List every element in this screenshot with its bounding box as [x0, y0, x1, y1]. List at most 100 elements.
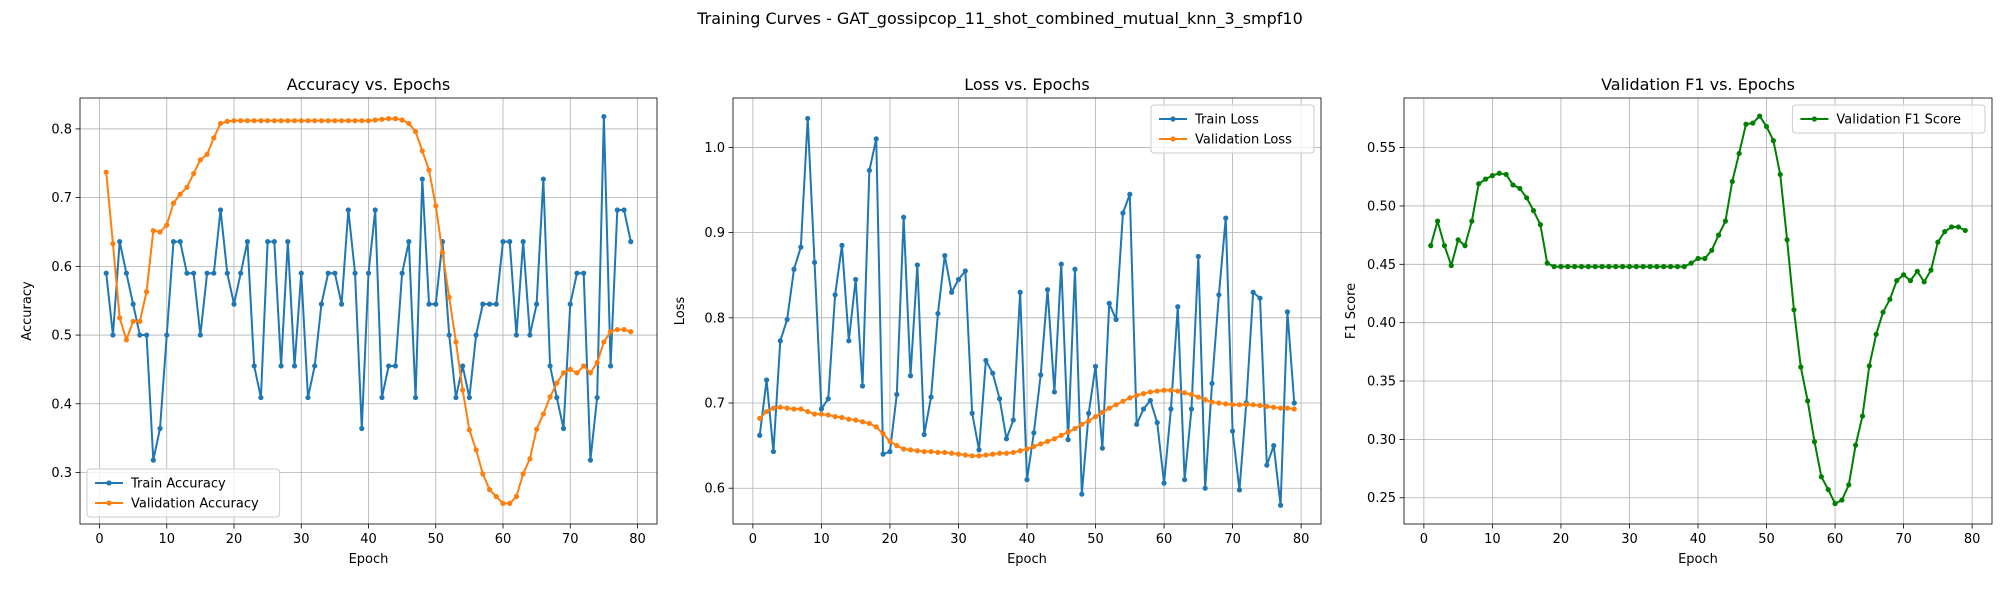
validation-f1-score-point — [1914, 268, 1920, 274]
validation-accuracy-point — [406, 120, 412, 127]
validation-loss-point — [1127, 395, 1133, 401]
y-tick-label: 0.9 — [704, 226, 725, 241]
train-loss-point — [1079, 491, 1085, 497]
train-loss-point — [784, 316, 790, 323]
validation-accuracy-point — [547, 394, 553, 400]
validation-loss-point — [1010, 449, 1016, 456]
validation-accuracy-point — [480, 471, 486, 477]
validation-loss-point — [811, 411, 818, 417]
validation-f1-score-point — [1667, 264, 1674, 270]
x-tick-label: 20 — [226, 532, 243, 547]
validation-loss-point — [1291, 406, 1297, 412]
validation-f1-score-point — [1647, 264, 1653, 270]
legend-swatch-point — [106, 480, 112, 486]
y-tick-label: 0.8 — [704, 311, 725, 326]
train-accuracy-point — [298, 270, 304, 276]
validation-loss-point — [1229, 402, 1236, 408]
train-loss-point — [901, 214, 907, 220]
y-tick-label: 0.30 — [1367, 433, 1396, 448]
validation-accuracy-point — [365, 118, 372, 124]
x-tick-label: 30 — [950, 532, 967, 547]
train-loss-point — [832, 292, 838, 298]
train-loss-point — [1092, 363, 1099, 369]
train-accuracy-point — [540, 176, 546, 182]
train-loss-point — [1010, 417, 1016, 423]
validation-loss-point — [1086, 418, 1092, 424]
train-loss-point — [1271, 443, 1277, 449]
train-accuracy-point — [103, 270, 109, 276]
validation-f1-score-point — [1695, 255, 1701, 262]
validation-f1-score-point — [1441, 243, 1448, 249]
validation-f1-score-point — [1722, 218, 1729, 224]
validation-accuracy-point — [150, 228, 156, 234]
train-accuracy-point — [339, 301, 345, 307]
x-tick-label: 70 — [562, 532, 579, 547]
legend-label: Validation Loss — [1195, 133, 1292, 148]
train-accuracy-point — [170, 239, 177, 245]
axes-frame — [1403, 97, 1993, 525]
validation-f1-score-point — [1592, 264, 1598, 270]
train-loss-point — [763, 377, 770, 383]
validation-accuracy-point — [285, 118, 291, 124]
validation-f1-score-point — [1942, 229, 1948, 235]
validation-loss-point — [839, 414, 845, 421]
train-accuracy-point — [224, 270, 230, 276]
y-tick-label: 0.6 — [51, 260, 72, 275]
legend-swatch-point — [1170, 136, 1176, 142]
train-loss-point — [770, 448, 777, 455]
x-tick-label: 10 — [813, 532, 830, 547]
figure-title: Training Curves - GAT_gossipcop_11_shot_… — [697, 9, 1303, 28]
legend-swatch-point — [1170, 116, 1176, 122]
x-tick-label: 60 — [495, 532, 512, 547]
validation-accuracy-point — [513, 493, 520, 500]
train-accuracy-point — [312, 363, 318, 369]
validation-accuracy-point — [608, 329, 614, 335]
validation-f1-score-point — [1894, 278, 1900, 284]
validation-loss-point — [1284, 405, 1291, 411]
train-loss-point — [1209, 380, 1215, 387]
validation-loss-point — [1079, 421, 1085, 427]
validation-loss-point — [955, 451, 962, 457]
validation-accuracy-point — [574, 370, 580, 376]
validation-f1-score-point — [1777, 171, 1783, 178]
train-loss-point — [1024, 477, 1030, 483]
validation-accuracy-point — [318, 118, 325, 124]
validation-loss-point — [825, 412, 831, 418]
validation-f1-score-point — [1551, 264, 1557, 270]
validation-loss-point — [880, 431, 886, 437]
validation-loss-point — [887, 438, 893, 444]
train-accuracy-point — [345, 207, 351, 213]
validation-loss-point — [942, 449, 948, 456]
train-loss-point — [1017, 289, 1023, 295]
loss-legend: Train Loss Validation Loss — [1150, 104, 1315, 154]
chart-title: Loss vs. Epochs — [964, 75, 1089, 94]
validation-f1-score-point — [1948, 224, 1955, 230]
train-loss-point — [928, 394, 934, 400]
validation-accuracy-point — [601, 339, 607, 345]
train-loss-point — [1250, 289, 1256, 295]
validation-f1-score-point — [1900, 272, 1907, 278]
train-loss-point — [949, 289, 955, 295]
train-accuracy-point — [587, 457, 594, 463]
train-loss-point — [1168, 406, 1174, 412]
validation-loss-point — [962, 452, 968, 458]
validation-f1-score-point — [1757, 113, 1763, 119]
train-accuracy-point — [123, 270, 129, 276]
train-accuracy-point — [211, 270, 217, 276]
legend-swatch-point — [1811, 116, 1817, 122]
validation-loss-point — [1024, 446, 1030, 452]
validation-accuracy-point — [130, 318, 136, 324]
validation-loss-point — [873, 424, 879, 430]
x-axis-label: Epoch — [1678, 552, 1718, 567]
x-tick-label: 60 — [1156, 532, 1173, 547]
train-accuracy-point — [177, 239, 183, 245]
validation-f1-score-point — [1880, 309, 1886, 315]
train-accuracy-point — [359, 425, 365, 432]
validation-f1-score-point — [1620, 264, 1626, 270]
validation-accuracy-point — [567, 366, 573, 372]
train-accuracy-point — [164, 332, 170, 338]
x-tick-label: 50 — [1758, 532, 1775, 547]
validation-accuracy-point — [628, 329, 634, 335]
y-tick-label: 0.40 — [1367, 316, 1396, 331]
validation-accuracy-point — [460, 387, 466, 393]
